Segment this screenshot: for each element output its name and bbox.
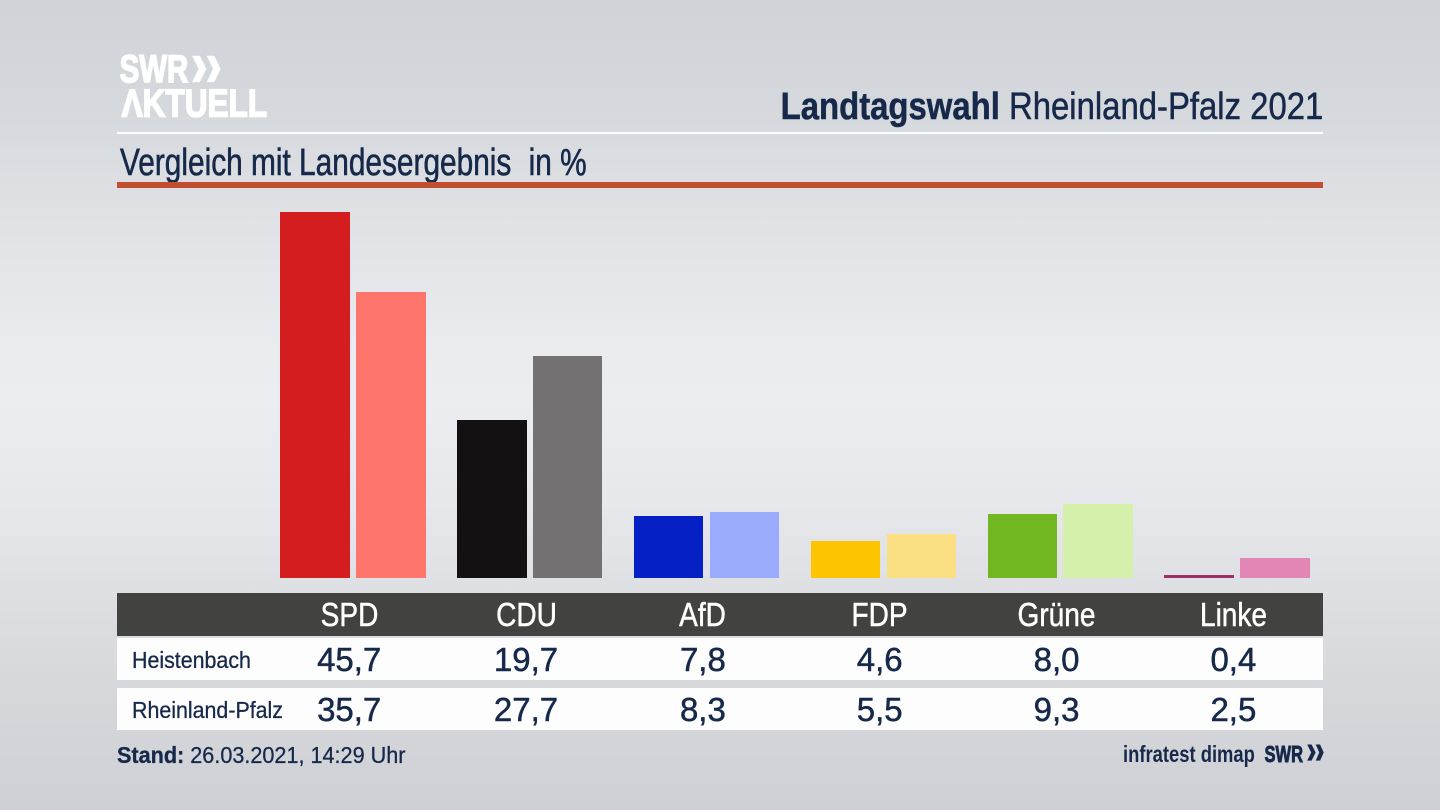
svg-text:SWR: SWR — [1265, 741, 1304, 767]
svg-text:SWR: SWR — [120, 48, 189, 91]
svg-text:ΛKTUELL: ΛKTUELL — [122, 83, 268, 126]
